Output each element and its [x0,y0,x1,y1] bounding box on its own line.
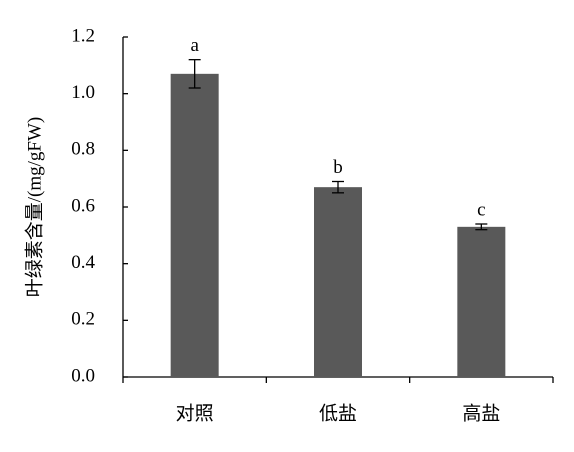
y-tick-label: 1.0 [71,82,95,103]
y-tick-label: 0.6 [71,195,95,216]
y-tick-label: 0.0 [71,365,95,386]
error-bar [475,223,488,231]
significance-letter: a [190,35,199,56]
y-tick-label: 1.2 [71,25,95,46]
bar [457,226,506,377]
y-tick-label: 0.4 [71,252,95,273]
bar [314,187,362,377]
x-tick-label: 低盐 [319,402,357,424]
x-tick-label: 对照 [176,402,214,424]
y-tick-label: 0.8 [71,139,95,160]
significance-letter: c [477,199,485,220]
significance-letter: b [333,157,343,178]
error-bar [188,59,201,89]
y-axis-label: 叶绿素含量/(mg/gFW) [23,117,45,298]
y-tick-label: 0.2 [71,309,95,330]
bar [170,73,219,377]
x-tick-label: 高盐 [462,402,500,424]
error-bar [332,180,344,194]
